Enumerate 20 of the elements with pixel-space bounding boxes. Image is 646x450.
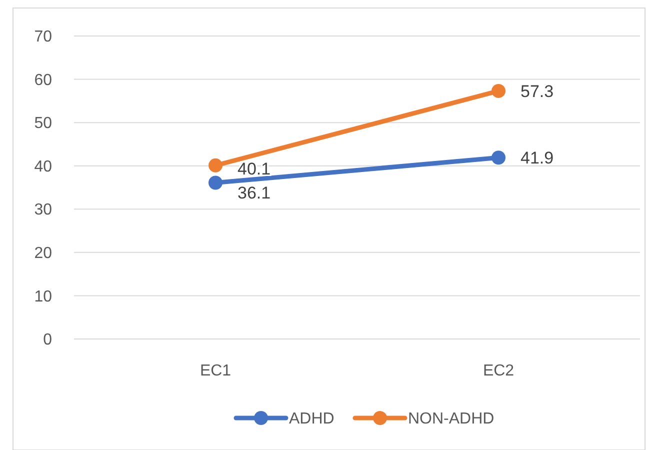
- data-label: 41.9: [520, 148, 554, 168]
- y-tick-label: 10: [34, 288, 52, 306]
- data-label: 57.3: [520, 82, 554, 101]
- y-tick-label: 40: [34, 158, 52, 176]
- y-tick-label: 70: [34, 28, 52, 46]
- x-tick-label: EC1: [200, 362, 232, 380]
- y-tick-label: 60: [34, 72, 52, 89]
- y-tick-label: 50: [34, 115, 52, 132]
- point: [208, 158, 222, 172]
- point: [492, 150, 506, 165]
- y-tick-label: 0: [43, 332, 52, 349]
- point: [492, 84, 506, 98]
- y-tick-label: 30: [34, 202, 52, 219]
- data-label: 36.1: [238, 184, 271, 203]
- x-tick-label: EC2: [482, 362, 514, 380]
- point: [208, 176, 222, 190]
- legend-label: ADHD: [289, 410, 334, 428]
- legend-label: NON-ADHD: [408, 410, 494, 428]
- y-tick-label: 20: [34, 245, 52, 262]
- data-label: 40.1: [238, 159, 271, 178]
